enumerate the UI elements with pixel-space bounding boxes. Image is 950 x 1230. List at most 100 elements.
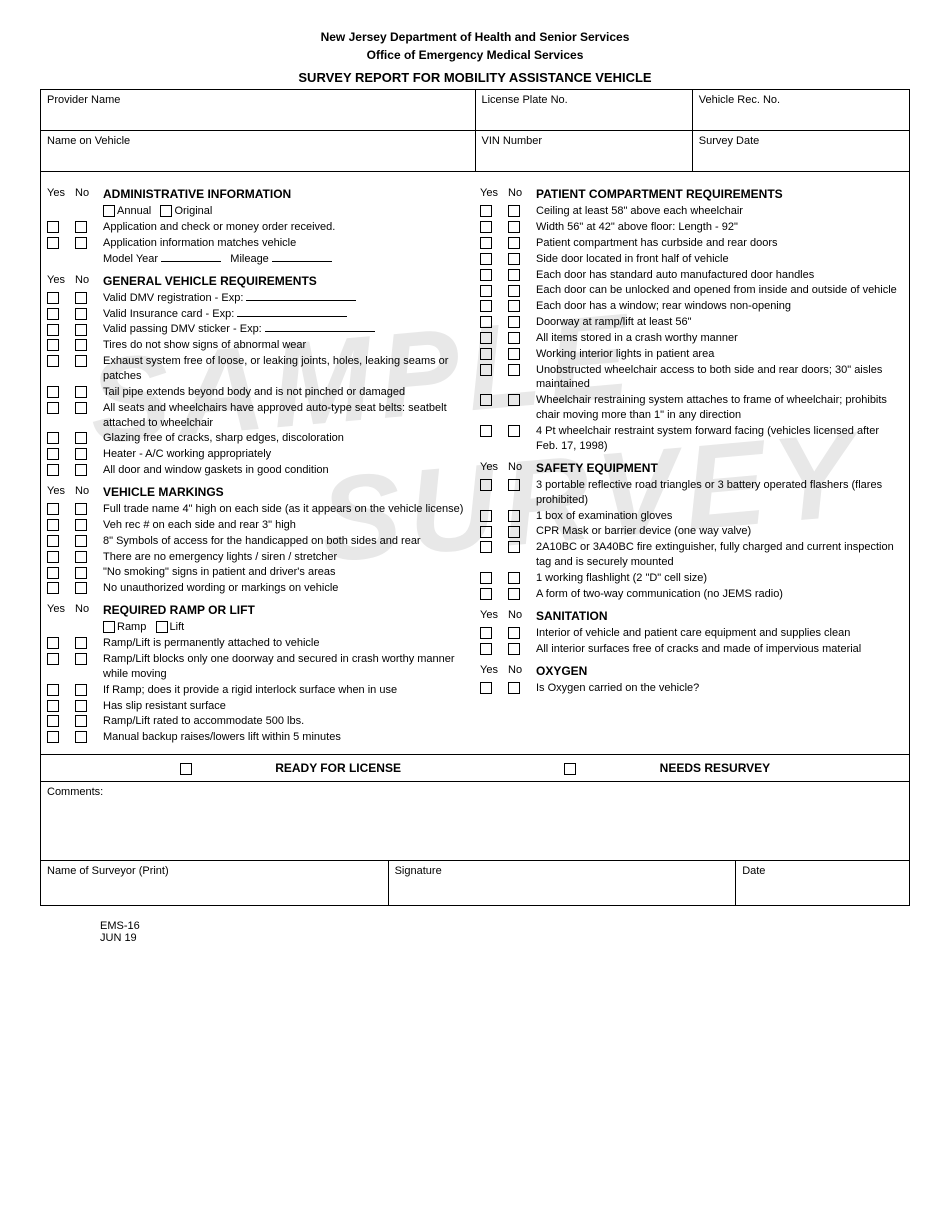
sf-1-no[interactable] bbox=[508, 510, 520, 522]
pt-3-no[interactable] bbox=[508, 253, 520, 265]
dmv-exp-field[interactable] bbox=[246, 300, 356, 301]
pt-8-no[interactable] bbox=[508, 332, 520, 344]
rp-2-no[interactable] bbox=[75, 684, 87, 696]
gen-1-no[interactable] bbox=[75, 355, 87, 367]
ins-exp-field[interactable] bbox=[237, 316, 347, 317]
gen-4-no[interactable] bbox=[75, 432, 87, 444]
gen-dmv-no[interactable] bbox=[75, 292, 87, 304]
pt-2-no[interactable] bbox=[508, 237, 520, 249]
lift-checkbox[interactable] bbox=[156, 621, 168, 633]
pt-2-yes[interactable] bbox=[480, 237, 492, 249]
gen-2-yes[interactable] bbox=[47, 386, 59, 398]
rp-2-yes[interactable] bbox=[47, 684, 59, 696]
gen-dmv-yes[interactable] bbox=[47, 292, 59, 304]
mk-3-yes[interactable] bbox=[47, 551, 59, 563]
sf-2-yes[interactable] bbox=[480, 526, 492, 538]
mk-5-no[interactable] bbox=[75, 582, 87, 594]
pt-7-no[interactable] bbox=[508, 316, 520, 328]
pt-10-no[interactable] bbox=[508, 364, 520, 376]
pt-5-no[interactable] bbox=[508, 285, 520, 297]
gen-stk-yes[interactable] bbox=[47, 324, 59, 336]
mk-1-yes[interactable] bbox=[47, 519, 59, 531]
pt-3-yes[interactable] bbox=[480, 253, 492, 265]
gen-5-no[interactable] bbox=[75, 448, 87, 460]
gen-6-yes[interactable] bbox=[47, 464, 59, 476]
sn-1-no[interactable] bbox=[508, 643, 520, 655]
gen-0-yes[interactable] bbox=[47, 339, 59, 351]
mk-0-yes[interactable] bbox=[47, 503, 59, 515]
gen-5-yes[interactable] bbox=[47, 448, 59, 460]
gen-3-yes[interactable] bbox=[47, 402, 59, 414]
pt-1-yes[interactable] bbox=[480, 221, 492, 233]
comments-box[interactable]: Comments: bbox=[40, 782, 910, 861]
gen-0-no[interactable] bbox=[75, 339, 87, 351]
pt-4-no[interactable] bbox=[508, 269, 520, 281]
mk-2-no[interactable] bbox=[75, 535, 87, 547]
mk-4-no[interactable] bbox=[75, 567, 87, 579]
rp-1-yes[interactable] bbox=[47, 653, 59, 665]
rp-3-yes[interactable] bbox=[47, 700, 59, 712]
gen-4-yes[interactable] bbox=[47, 432, 59, 444]
pt-4-yes[interactable] bbox=[480, 269, 492, 281]
gen-stk-no[interactable] bbox=[75, 324, 87, 336]
rp-4-no[interactable] bbox=[75, 715, 87, 727]
pt-1-no[interactable] bbox=[508, 221, 520, 233]
resurvey-checkbox[interactable] bbox=[564, 763, 576, 775]
pt-10-yes[interactable] bbox=[480, 364, 492, 376]
admin-0-yes[interactable] bbox=[47, 221, 59, 233]
gen-3-no[interactable] bbox=[75, 402, 87, 414]
rp-4-yes[interactable] bbox=[47, 715, 59, 727]
mk-4-yes[interactable] bbox=[47, 567, 59, 579]
sticker-exp-field[interactable] bbox=[265, 331, 375, 332]
mk-3-no[interactable] bbox=[75, 551, 87, 563]
admin-1-yes[interactable] bbox=[47, 237, 59, 249]
pt-7-yes[interactable] bbox=[480, 316, 492, 328]
rp-3-no[interactable] bbox=[75, 700, 87, 712]
sf-3-yes[interactable] bbox=[480, 541, 492, 553]
ox-0-no[interactable] bbox=[508, 682, 520, 694]
sf-5-yes[interactable] bbox=[480, 588, 492, 600]
pt-8-yes[interactable] bbox=[480, 332, 492, 344]
model-year-field[interactable] bbox=[161, 261, 221, 262]
pt-11-yes[interactable] bbox=[480, 394, 492, 406]
rp-0-no[interactable] bbox=[75, 637, 87, 649]
pt-9-yes[interactable] bbox=[480, 348, 492, 360]
original-checkbox[interactable] bbox=[160, 205, 172, 217]
pt-6-yes[interactable] bbox=[480, 300, 492, 312]
rp-0-yes[interactable] bbox=[47, 637, 59, 649]
mk-0-no[interactable] bbox=[75, 503, 87, 515]
sf-0-yes[interactable] bbox=[480, 479, 492, 491]
sf-2-no[interactable] bbox=[508, 526, 520, 538]
pt-9-no[interactable] bbox=[508, 348, 520, 360]
admin-0-no[interactable] bbox=[75, 221, 87, 233]
ramp-checkbox[interactable] bbox=[103, 621, 115, 633]
pt-12-no[interactable] bbox=[508, 425, 520, 437]
sn-1-yes[interactable] bbox=[480, 643, 492, 655]
mileage-field[interactable] bbox=[272, 261, 332, 262]
mk-5-yes[interactable] bbox=[47, 582, 59, 594]
sf-4-yes[interactable] bbox=[480, 572, 492, 584]
admin-1-no[interactable] bbox=[75, 237, 87, 249]
mk-1-no[interactable] bbox=[75, 519, 87, 531]
sn-0-no[interactable] bbox=[508, 627, 520, 639]
gen-6-no[interactable] bbox=[75, 464, 87, 476]
gen-1-yes[interactable] bbox=[47, 355, 59, 367]
sf-4-no[interactable] bbox=[508, 572, 520, 584]
annual-checkbox[interactable] bbox=[103, 205, 115, 217]
pt-0-no[interactable] bbox=[508, 205, 520, 217]
pt-11-no[interactable] bbox=[508, 394, 520, 406]
pt-5-yes[interactable] bbox=[480, 285, 492, 297]
sf-0-no[interactable] bbox=[508, 479, 520, 491]
rp-5-no[interactable] bbox=[75, 731, 87, 743]
rp-1-no[interactable] bbox=[75, 653, 87, 665]
ox-0-yes[interactable] bbox=[480, 682, 492, 694]
ready-checkbox[interactable] bbox=[180, 763, 192, 775]
pt-6-no[interactable] bbox=[508, 300, 520, 312]
sf-1-yes[interactable] bbox=[480, 510, 492, 522]
gen-ins-yes[interactable] bbox=[47, 308, 59, 320]
sf-3-no[interactable] bbox=[508, 541, 520, 553]
pt-0-yes[interactable] bbox=[480, 205, 492, 217]
pt-12-yes[interactable] bbox=[480, 425, 492, 437]
gen-ins-no[interactable] bbox=[75, 308, 87, 320]
rp-5-yes[interactable] bbox=[47, 731, 59, 743]
